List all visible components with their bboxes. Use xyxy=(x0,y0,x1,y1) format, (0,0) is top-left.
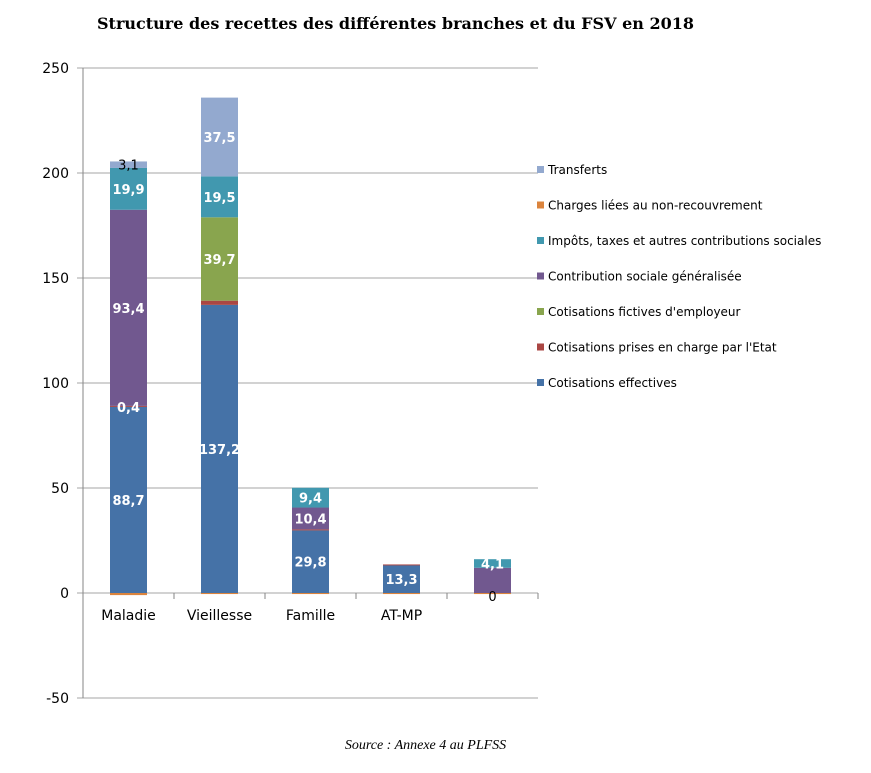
data-label: 13,3 xyxy=(385,573,417,588)
bar-segment xyxy=(292,487,329,508)
legend-swatch xyxy=(537,308,544,315)
data-labels: 88,7 0,4 93,4 19,9 3,1 137,2 39,7 19,5 37,5 29,8 1… xyxy=(112,131,504,605)
legend-label: Cotisations fictives d'employeur xyxy=(548,305,741,319)
data-label: 93,4 xyxy=(112,302,144,317)
chart-title: Structure des recettes des différentes b… xyxy=(97,14,694,33)
legend-swatch xyxy=(537,343,544,351)
bar-segment xyxy=(383,593,420,595)
bar-segment xyxy=(383,564,420,566)
legend-label: Cotisations prises en charge par l'Etat xyxy=(548,341,777,355)
legend-swatch xyxy=(537,379,544,386)
bar-segment xyxy=(110,167,147,210)
bar-segment xyxy=(201,97,238,177)
data-label: 10,4 xyxy=(294,512,326,527)
x-tick-label: AT-MP xyxy=(381,608,422,624)
x-tick-label: Maladie xyxy=(101,608,156,624)
bar-segment xyxy=(474,567,511,593)
bar-segment xyxy=(201,217,238,301)
data-label: 137,2 xyxy=(199,443,240,458)
data-label: 4,1 xyxy=(481,557,504,572)
y-tick-label: 100 xyxy=(42,376,69,392)
legend-swatch xyxy=(537,237,544,244)
legend-label: Impôts, taxes et autres contributions so… xyxy=(548,234,821,248)
bar-segment xyxy=(383,565,420,593)
bar-segment xyxy=(110,161,147,168)
y-tick-label: 250 xyxy=(42,61,69,77)
x-tick-label: Vieillesse xyxy=(187,608,252,624)
y-tick-label: -50 xyxy=(46,691,69,707)
data-label: 0,4 xyxy=(117,401,140,416)
data-label: 29,8 xyxy=(294,556,326,571)
legend-swatch xyxy=(537,201,544,209)
bars xyxy=(110,97,511,596)
bar-segment xyxy=(110,593,147,596)
bar-segment xyxy=(110,406,147,593)
y-tick-label: 200 xyxy=(42,166,69,182)
bar-segment xyxy=(110,209,147,406)
legend-swatch xyxy=(537,272,544,280)
bar-segment xyxy=(292,529,329,531)
legend-label: Transferts xyxy=(547,163,607,177)
data-label: 3,1 xyxy=(118,158,139,173)
data-label: 19,9 xyxy=(112,183,144,198)
y-tick-label: 50 xyxy=(51,481,69,497)
y-tick-label: 0 xyxy=(60,586,69,602)
legend-label: Contribution sociale généralisée xyxy=(548,270,742,284)
legend-label: Charges liées au non-recouvrement xyxy=(548,199,763,213)
bar-segment xyxy=(474,593,511,595)
axes: -50 0 50 100 150 200 250 Maladie Vieillesse Famil… xyxy=(42,61,539,707)
bar-segment xyxy=(201,304,238,593)
bar-segment xyxy=(110,405,147,407)
legend-label: Cotisations effectives xyxy=(548,376,677,390)
source-note: Source : Annexe 4 au PLFSS xyxy=(344,738,507,753)
bar-segment xyxy=(201,176,238,218)
data-label: 88,7 xyxy=(112,494,144,509)
bar-segment xyxy=(292,507,329,530)
data-label: 37,5 xyxy=(203,131,235,146)
data-label: 39,7 xyxy=(203,253,235,268)
bar-segment xyxy=(292,530,329,593)
bar-segment xyxy=(201,593,238,595)
legend: Transferts Charges liées au non-recouvrem… xyxy=(537,163,821,390)
data-label: 19,5 xyxy=(203,191,235,206)
data-label: 9,4 xyxy=(299,492,322,507)
x-tick-label: Famille xyxy=(286,608,335,624)
data-label: 0 xyxy=(488,590,496,605)
bar-segment xyxy=(474,559,511,568)
legend-swatch xyxy=(537,166,544,173)
y-tick-label: 150 xyxy=(42,271,69,287)
bar-segment xyxy=(201,300,238,305)
bar-segment xyxy=(292,593,329,595)
